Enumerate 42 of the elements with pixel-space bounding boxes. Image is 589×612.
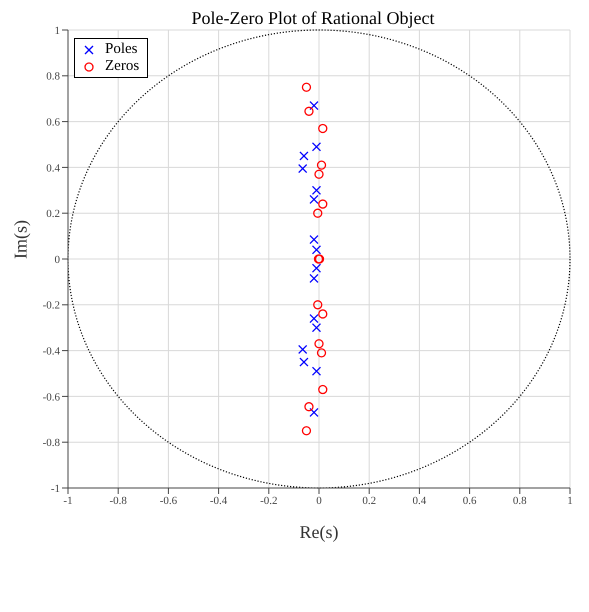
y-tick-label: 1 xyxy=(54,24,60,37)
x-tick-label: -1 xyxy=(63,494,73,507)
point xyxy=(302,426,312,436)
x-tick-label: 0.8 xyxy=(512,494,528,507)
point xyxy=(318,124,328,134)
point xyxy=(314,170,324,179)
y-tick-label: 0 xyxy=(54,254,60,266)
y-tick-label: -0.4 xyxy=(42,346,60,358)
y-tick-label: 0.4 xyxy=(46,162,60,174)
point xyxy=(313,208,322,218)
x-tick-label: 0 xyxy=(316,494,322,507)
y-tick-label: -0.6 xyxy=(42,391,60,404)
point xyxy=(318,199,328,209)
x-tick-label: -0.8 xyxy=(109,494,128,507)
point xyxy=(316,160,326,170)
y-tick-label: -1 xyxy=(50,482,60,495)
point xyxy=(318,309,328,319)
legend-label: Poles xyxy=(105,41,138,58)
point xyxy=(314,254,324,264)
x-tick-label: -0.2 xyxy=(260,494,278,507)
x-tick-label: -0.4 xyxy=(210,494,228,507)
point xyxy=(304,402,314,412)
y-tick-label: 0.8 xyxy=(46,70,60,83)
x-tick-label: 0.2 xyxy=(362,494,376,507)
y-tick-label: 0.2 xyxy=(46,208,60,220)
point xyxy=(302,82,312,92)
point xyxy=(318,384,328,394)
x-tick-label: -0.6 xyxy=(160,494,178,507)
y-axis-title: Im(s) xyxy=(10,220,30,259)
point xyxy=(304,106,314,116)
point xyxy=(313,300,322,310)
point xyxy=(314,339,324,348)
chart-title: Pole-Zero Plot of Rational Object xyxy=(192,8,434,28)
legend-label: Zeros xyxy=(105,58,140,75)
y-tick-label: 0.6 xyxy=(46,116,60,129)
x-tick-label: 0.4 xyxy=(412,494,427,507)
y-tick-label: -0.2 xyxy=(42,300,60,312)
y-tick-label: -0.8 xyxy=(42,437,60,450)
point xyxy=(316,348,326,358)
x-tick-label: 0.6 xyxy=(462,494,477,507)
x-tick-label: 1 xyxy=(567,494,573,507)
x-axis-title: Re(s) xyxy=(300,522,338,542)
